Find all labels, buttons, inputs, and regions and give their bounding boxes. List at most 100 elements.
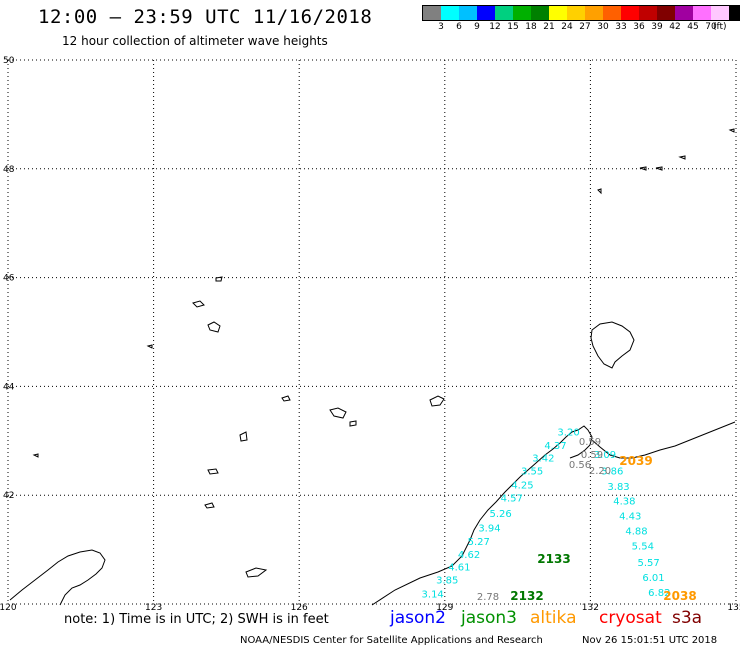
island-n [639, 166, 647, 171]
colorbar-tick-label: 39 [651, 22, 663, 32]
latitude-label: 46 [3, 274, 15, 284]
colorbar-swatch [603, 6, 621, 20]
latitude-label: 44 [3, 382, 15, 392]
colorbar-swatch [567, 6, 585, 20]
wave-height-value: 4.25 [511, 481, 533, 492]
island-l [146, 344, 153, 349]
island-a [207, 321, 221, 333]
island-e [429, 395, 445, 407]
island-k [281, 395, 291, 402]
wave-height-value: 3.55 [521, 467, 543, 478]
gray-track-value: 0.59 [581, 450, 603, 461]
wave-height-value: 3.94 [478, 524, 500, 535]
credit-text: NOAA/NESDIS Center for Satellite Applica… [240, 635, 543, 646]
pass-number-labels: 2039 2133 2132 2038 [510, 454, 696, 603]
colorbar-tick-label: 6 [456, 22, 462, 32]
wave-height-value: 3.14 [422, 589, 444, 600]
gray-track-value: 0.59 [579, 437, 601, 448]
wave-height-value: 6.01 [642, 573, 664, 584]
pass-number: 2039 [619, 454, 652, 468]
longitude-label: 126 [291, 603, 308, 613]
axis-labels: 120 123 126 129 132 135 50 48 46 44 42 [0, 56, 740, 613]
colorbar-swatch [459, 6, 477, 20]
longitude-label: 120 [0, 603, 17, 613]
wave-height-colorbar [422, 5, 740, 21]
liaodong-coastline [9, 549, 106, 606]
legend-jason2: jason2 [390, 608, 446, 628]
wave-height-value: 4.43 [619, 512, 641, 523]
wave-height-value: 4.38 [613, 496, 635, 507]
longitude-label: 129 [436, 603, 453, 613]
wave-height-value: 5.26 [489, 509, 511, 520]
colorbar-swatch [585, 6, 603, 20]
island-r [728, 128, 735, 133]
wave-height-value: 3.20 [557, 427, 579, 438]
longitude-label: 135 [727, 603, 740, 613]
island-o [655, 166, 663, 171]
wave-height-value: 3.85 [436, 575, 458, 586]
colorbar-swatch [675, 6, 693, 20]
legend-s3a: s3a [672, 608, 703, 628]
colorbar-tick-label: 42 [669, 22, 681, 32]
graticule [7, 59, 737, 605]
latitude-label: 42 [3, 491, 14, 501]
island-f [239, 431, 248, 442]
wave-height-value: 3.86 [601, 467, 623, 478]
colorbar-swatch [495, 6, 513, 20]
island-h [204, 502, 215, 509]
island-p [678, 155, 686, 160]
colorbar-swatch [711, 6, 729, 20]
colorbar-unit: (ft) [713, 22, 727, 32]
wave-height-value: 4.61 [448, 562, 470, 573]
gray-track-value: 2.78 [477, 592, 499, 603]
wave-height-value: 4.37 [544, 441, 566, 452]
colorbar-tick-label: 30 [597, 22, 609, 32]
map-title: 12:00 – 23:59 UTC 11/16/2018 [38, 6, 373, 28]
wave-height-value: 3.83 [607, 482, 629, 493]
map-subtitle: 12 hour collection of altimeter wave hei… [62, 34, 328, 48]
island-b [192, 300, 205, 308]
colorbar-tick-label: 36 [633, 22, 645, 32]
gray-track-value: 0.56 [569, 460, 591, 471]
colorbar-swatch [729, 6, 740, 20]
colorbar-tick-label: 18 [525, 22, 537, 32]
colorbar-swatch [531, 6, 549, 20]
legend-cryosat: cryosat [599, 608, 662, 628]
wave-height-value: 4.62 [458, 550, 480, 561]
colorbar-swatch [657, 6, 675, 20]
island-m [32, 453, 39, 458]
colorbar-tick-label: 33 [615, 22, 627, 32]
colorbar-tick-label: 70 [705, 22, 717, 32]
island-q [597, 188, 602, 195]
latitude-label: 50 [3, 56, 15, 66]
altimeter-tracks: 3.14 3.85 4.614.62 5.27 3.94 5.26 4.57 4.25 3.55… [422, 427, 671, 600]
wave-height-value: 5.57 [638, 558, 660, 569]
colorbar-tick-label: 9 [474, 22, 480, 32]
colorbar-swatch [441, 6, 459, 20]
colorbar-swatch [639, 6, 657, 20]
island-d [329, 407, 347, 419]
wave-height-value: 6.82 [648, 588, 670, 599]
colorbar-swatch [549, 6, 567, 20]
island-i [245, 567, 268, 578]
island-j [349, 420, 357, 427]
pass-number: 2133 [537, 552, 570, 566]
longitude-label: 132 [582, 603, 599, 613]
wave-height-value: 5.54 [632, 542, 654, 553]
gray-track-value: 2.20 [589, 466, 611, 477]
longitude-label: 123 [145, 603, 162, 613]
wave-height-value: 4.88 [625, 526, 647, 537]
island-c [215, 276, 223, 282]
colorbar-swatch [693, 6, 711, 20]
gray-track-labels: 0.590.590.562.202.78 [477, 437, 611, 603]
colorbar-tick-label: 3 [438, 22, 444, 32]
colorbar-swatch [423, 6, 441, 20]
island-g [207, 468, 219, 475]
korea-coastline [371, 425, 593, 606]
colorbar-tick-label: 12 [489, 22, 501, 32]
coastlines [9, 128, 736, 606]
colorbar-tick-label: 15 [507, 22, 519, 32]
legend-altika: altika [530, 608, 577, 628]
